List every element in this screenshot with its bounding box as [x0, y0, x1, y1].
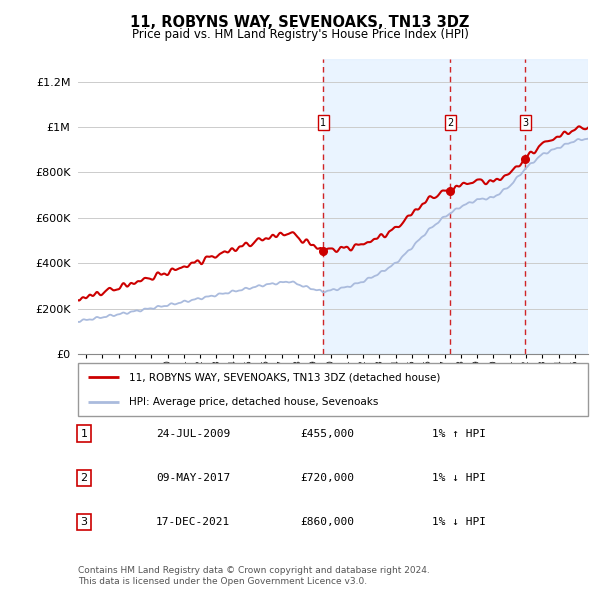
Text: £860,000: £860,000	[300, 517, 354, 527]
Text: 1: 1	[320, 117, 326, 127]
Text: 11, ROBYNS WAY, SEVENOAKS, TN13 3DZ: 11, ROBYNS WAY, SEVENOAKS, TN13 3DZ	[130, 15, 470, 30]
Text: HPI: Average price, detached house, Sevenoaks: HPI: Average price, detached house, Seve…	[129, 396, 379, 407]
Text: 1: 1	[80, 429, 88, 438]
Text: 11, ROBYNS WAY, SEVENOAKS, TN13 3DZ (detached house): 11, ROBYNS WAY, SEVENOAKS, TN13 3DZ (det…	[129, 372, 440, 382]
Text: Price paid vs. HM Land Registry's House Price Index (HPI): Price paid vs. HM Land Registry's House …	[131, 28, 469, 41]
Text: 2: 2	[448, 117, 454, 127]
Text: 3: 3	[80, 517, 88, 527]
Text: 1% ↓ HPI: 1% ↓ HPI	[432, 517, 486, 527]
Text: 2: 2	[80, 473, 88, 483]
Text: 09-MAY-2017: 09-MAY-2017	[156, 473, 230, 483]
Text: £455,000: £455,000	[300, 429, 354, 438]
Text: 17-DEC-2021: 17-DEC-2021	[156, 517, 230, 527]
FancyBboxPatch shape	[78, 363, 588, 416]
Text: 1% ↑ HPI: 1% ↑ HPI	[432, 429, 486, 438]
Text: 1% ↓ HPI: 1% ↓ HPI	[432, 473, 486, 483]
Text: Contains HM Land Registry data © Crown copyright and database right 2024.
This d: Contains HM Land Registry data © Crown c…	[78, 566, 430, 586]
Text: £720,000: £720,000	[300, 473, 354, 483]
Bar	[323, 59, 588, 354]
Text: 3: 3	[523, 117, 529, 127]
Text: 24-JUL-2009: 24-JUL-2009	[156, 429, 230, 438]
